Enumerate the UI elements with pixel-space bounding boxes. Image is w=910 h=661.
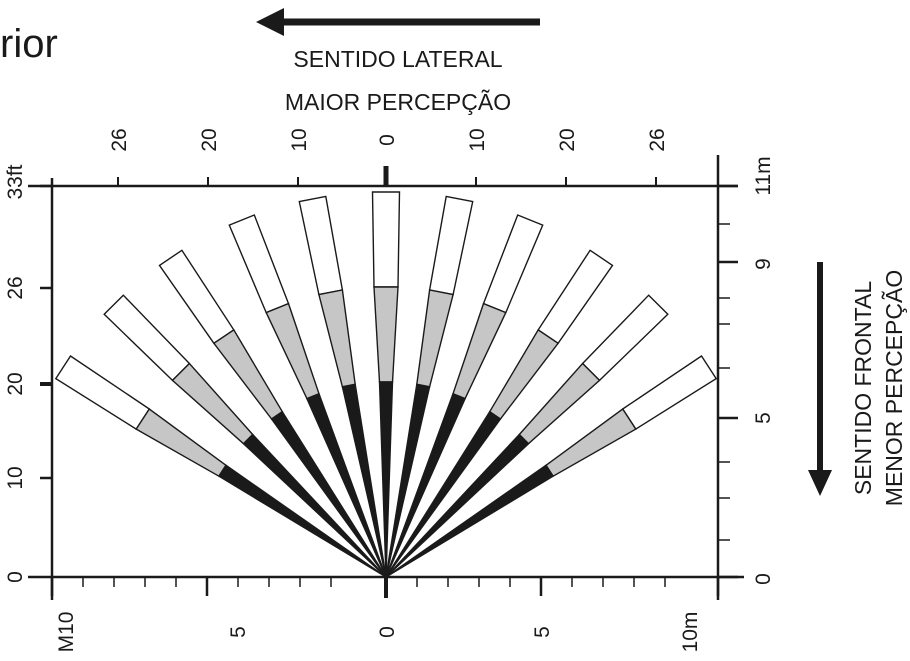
beam-inner-zone: [270, 410, 387, 578]
top-tick-label: 26: [646, 128, 669, 151]
beam-outer-zone: [298, 195, 344, 296]
left-tick-label: 10: [4, 466, 27, 489]
frontal-caption-line1: SENTIDO FRONTAL: [850, 281, 876, 495]
beam-inner-zone: [341, 383, 387, 578]
beam-inner-zone: [378, 381, 394, 578]
beam-inner-zone: [385, 464, 555, 578]
beam-outer-zone: [482, 214, 544, 314]
title-fragment: rior: [0, 22, 58, 66]
beam-outer-zone: [537, 249, 614, 345]
lateral-caption-line1: SENTIDO LATERAL: [293, 46, 502, 72]
frontal-caption-line2: MENOR PERCEPÇÃO: [881, 270, 907, 506]
beam-outer-zone: [428, 195, 474, 296]
bottom-tick-label: 10m: [679, 612, 702, 653]
beam-middle-zone: [452, 302, 507, 400]
top-axis: 26 20 10 0 10 20 26: [28, 128, 738, 188]
beam-outer-zone: [228, 214, 290, 314]
frontal-direction-arrow: [808, 262, 832, 496]
beam-outer-zone: [371, 191, 401, 288]
beam-middle-zone: [545, 407, 637, 478]
bottom-tick-label: 0: [376, 626, 399, 638]
left-axis: 33ft 26 20 10 0: [4, 164, 54, 600]
beam-outer-zone: [54, 355, 151, 431]
beam-outer-zone: [581, 294, 669, 382]
right-axis: 11m 9 5 0: [716, 155, 775, 600]
lateral-caption-line2: MAIOR PERCEPÇÃO: [285, 89, 511, 115]
beam-inner-zone: [385, 433, 530, 578]
right-tick-label: 9: [752, 258, 775, 270]
right-tick-label: 0: [752, 573, 775, 585]
left-tick-label: 26: [4, 276, 27, 299]
top-tick-label: 10: [466, 128, 489, 151]
top-tick-label: 20: [556, 128, 579, 151]
beam-outer-zone: [158, 249, 235, 345]
beam-inner-zone: [385, 410, 502, 578]
beam-middle-zone: [265, 302, 320, 400]
right-tick-label: 11m: [752, 156, 775, 195]
beam-middle-zone: [416, 289, 454, 388]
bottom-tick-label: 5: [531, 626, 554, 638]
beam-inner-zone: [305, 392, 387, 578]
left-tick-label: 20: [4, 372, 27, 395]
beam-outer-zone: [103, 294, 191, 382]
bottom-tick-label: 5: [227, 626, 250, 638]
beam-middle-zone: [373, 286, 399, 383]
bottom-axis: M10 5 0 5 10m: [28, 575, 744, 653]
beam-inner-zone: [217, 464, 387, 578]
top-tick-label: 20: [198, 128, 221, 151]
lateral-direction-arrow: [256, 8, 540, 36]
bottom-tick-label: M10: [55, 612, 78, 653]
beam-middle-zone: [318, 289, 356, 388]
top-tick-label: 10: [288, 128, 311, 151]
beam-outer-zone: [621, 355, 718, 431]
beam-inner-zone: [385, 392, 467, 578]
left-tick-label: 0: [4, 571, 27, 583]
detection-beams: [54, 191, 718, 578]
right-tick-label: 5: [752, 412, 775, 424]
top-tick-label: 0: [376, 134, 399, 146]
beam-inner-zone: [242, 433, 387, 578]
top-tick-label: 26: [108, 128, 131, 151]
left-tick-label: 33ft: [4, 164, 27, 199]
beam-middle-zone: [135, 407, 227, 478]
beam-inner-zone: [385, 383, 431, 578]
